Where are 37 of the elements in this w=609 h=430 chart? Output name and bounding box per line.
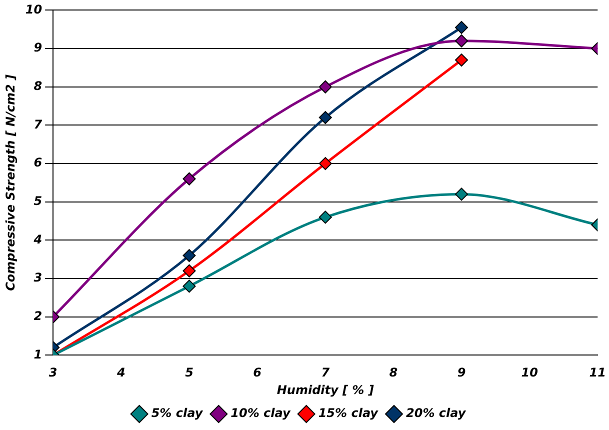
y-tick-label: 2 <box>34 308 42 323</box>
legend-label: 10% clay <box>230 406 292 420</box>
x-axis-title: Humidity [ % ] <box>276 382 374 397</box>
point <box>182 172 196 186</box>
x-tick-label: 9 <box>457 366 466 380</box>
y-tick-label: 3 <box>34 270 42 285</box>
legend-label: 5% clay <box>151 406 204 420</box>
y-tick-label: 10 <box>25 2 42 16</box>
y-tick-label: 7 <box>34 117 43 132</box>
point <box>455 188 468 201</box>
point <box>455 54 468 67</box>
legend-label: 15% clay <box>318 406 380 420</box>
legend-label: 20% clay <box>406 406 467 420</box>
point <box>182 280 196 293</box>
point <box>318 80 332 94</box>
point <box>318 210 332 224</box>
point <box>318 111 332 124</box>
x-tick-label: 8 <box>389 366 398 380</box>
y-tick-label: 6 <box>34 156 42 170</box>
x-tick-label: 7 <box>321 366 330 380</box>
point <box>182 264 196 278</box>
point <box>455 20 468 34</box>
y-tick-label: 5 <box>34 194 42 208</box>
point <box>182 249 196 262</box>
x-tick-label: 4 <box>116 366 126 380</box>
y-axis-title: Compressive Strength [ N/cm2 ] <box>3 74 18 291</box>
point <box>318 157 332 170</box>
y-tick-label: 9 <box>34 40 42 55</box>
y-tick-label: 4 <box>32 232 42 246</box>
y-tick-label: 8 <box>34 78 42 93</box>
y-tick-label: 1 <box>34 347 42 362</box>
x-tick-label: 3 <box>48 366 58 380</box>
point <box>455 34 468 48</box>
x-tick-label: 11 <box>589 366 606 380</box>
x-tick-label: 5 <box>185 366 194 380</box>
x-tick-label: 6 <box>253 366 262 380</box>
x-tick-label: 10 <box>521 366 538 380</box>
